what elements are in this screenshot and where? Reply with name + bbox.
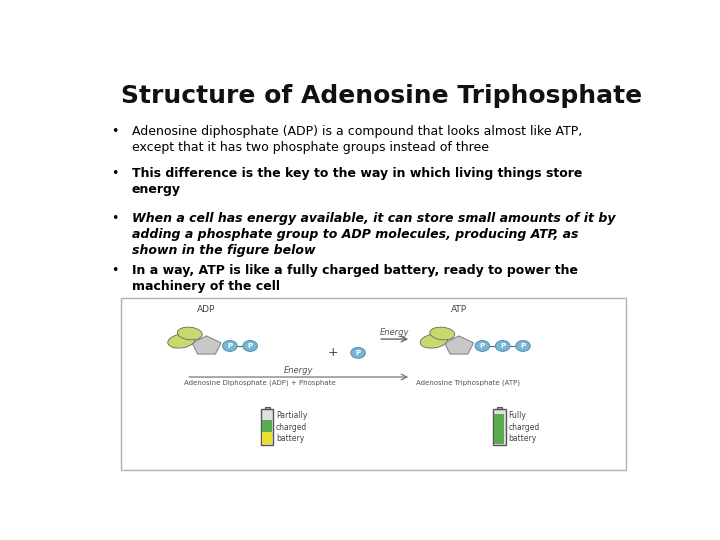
Ellipse shape <box>168 334 195 348</box>
Text: ADP: ADP <box>197 305 216 314</box>
Text: •: • <box>111 125 119 138</box>
Text: Energy: Energy <box>284 366 313 375</box>
Text: Fully
charged
battery: Fully charged battery <box>508 411 539 443</box>
Text: •: • <box>111 167 119 180</box>
Text: Adenosine diphosphate (ADP) is a compound that looks almost like ATP,
except tha: Adenosine diphosphate (ADP) is a compoun… <box>132 125 582 154</box>
FancyBboxPatch shape <box>261 409 274 445</box>
Circle shape <box>351 347 365 358</box>
Text: In a way, ATP is like a fully charged battery, ready to power the
machinery of t: In a way, ATP is like a fully charged ba… <box>132 265 578 293</box>
FancyBboxPatch shape <box>495 414 505 444</box>
Text: This difference is the key to the way in which living things store
energy: This difference is the key to the way in… <box>132 167 582 195</box>
FancyBboxPatch shape <box>265 407 269 409</box>
Text: When a cell has energy available, it can store small amounts of it by
adding a p: When a cell has energy available, it can… <box>132 212 616 258</box>
Text: P: P <box>228 343 233 349</box>
Circle shape <box>516 341 530 352</box>
Text: Adenosine Diphosphate (ADP) + Phosphate: Adenosine Diphosphate (ADP) + Phosphate <box>184 379 336 386</box>
Circle shape <box>243 341 258 352</box>
Text: P: P <box>521 343 526 349</box>
Text: Structure of Adenosine Triphosphate: Structure of Adenosine Triphosphate <box>121 84 642 107</box>
Circle shape <box>222 341 237 352</box>
Circle shape <box>495 341 510 352</box>
FancyBboxPatch shape <box>262 420 272 432</box>
Text: P: P <box>500 343 505 349</box>
Text: +: + <box>328 346 338 359</box>
Text: •: • <box>111 212 119 225</box>
FancyBboxPatch shape <box>262 432 272 444</box>
FancyBboxPatch shape <box>493 409 505 445</box>
Text: ATP: ATP <box>451 305 467 314</box>
Text: Adenosine Triphosphate (ATP): Adenosine Triphosphate (ATP) <box>415 379 520 386</box>
Text: Energy: Energy <box>380 328 410 337</box>
FancyBboxPatch shape <box>121 298 626 470</box>
Text: Partially
charged
battery: Partially charged battery <box>276 411 307 443</box>
Text: P: P <box>248 343 253 349</box>
Circle shape <box>475 341 490 352</box>
Ellipse shape <box>420 334 448 348</box>
FancyBboxPatch shape <box>497 407 502 409</box>
Ellipse shape <box>430 327 455 340</box>
Polygon shape <box>444 336 474 354</box>
Polygon shape <box>192 336 221 354</box>
Text: P: P <box>356 350 361 356</box>
Ellipse shape <box>177 327 202 340</box>
Text: P: P <box>480 343 485 349</box>
Text: •: • <box>111 265 119 278</box>
